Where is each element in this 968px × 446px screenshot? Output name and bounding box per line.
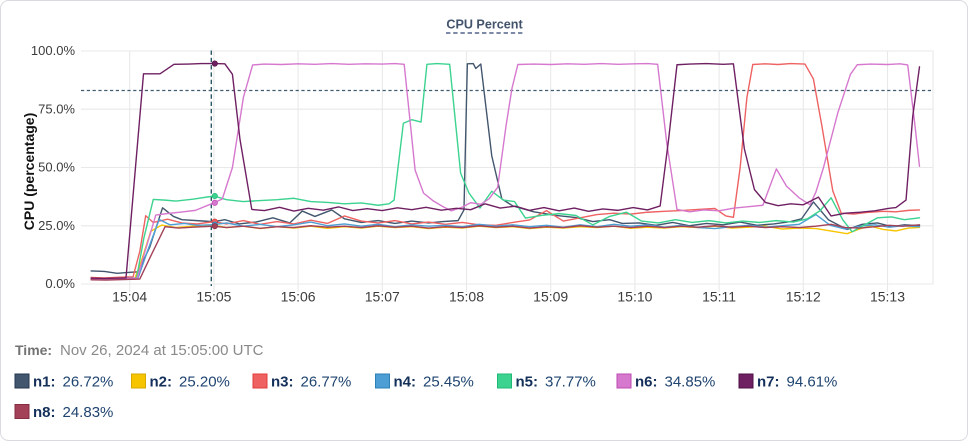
- svg-text:Nov 26, 2024 at 15:05:00 UTC: Nov 26, 2024 at 15:05:00 UTC: [60, 342, 264, 359]
- svg-text:15:07: 15:07: [365, 289, 400, 305]
- svg-text:26.72%: 26.72%: [63, 374, 114, 391]
- svg-text:n1:: n1:: [33, 374, 56, 391]
- svg-text:15:11: 15:11: [702, 289, 736, 305]
- svg-text:15:12: 15:12: [786, 289, 821, 305]
- svg-text:24.83%: 24.83%: [63, 404, 114, 421]
- svg-text:100.0%: 100.0%: [31, 43, 76, 58]
- svg-text:15:09: 15:09: [533, 289, 568, 305]
- svg-text:75.0%: 75.0%: [38, 102, 75, 117]
- svg-text:n3:: n3:: [271, 374, 294, 391]
- svg-text:n8:: n8:: [33, 404, 56, 421]
- svg-text:15:13: 15:13: [870, 289, 905, 305]
- svg-text:37.77%: 37.77%: [545, 374, 596, 391]
- svg-text:n5:: n5:: [516, 374, 539, 391]
- svg-text:25.45%: 25.45%: [423, 374, 474, 391]
- svg-text:n4:: n4:: [394, 374, 417, 391]
- svg-text:15:04: 15:04: [112, 289, 147, 305]
- svg-text:CPU (percentage): CPU (percentage): [21, 113, 37, 230]
- svg-text:25.0%: 25.0%: [38, 218, 75, 233]
- svg-text:15:06: 15:06: [281, 289, 316, 305]
- svg-text:26.77%: 26.77%: [301, 374, 352, 391]
- svg-text:15:05: 15:05: [196, 289, 231, 305]
- svg-text:Time:: Time:: [15, 342, 52, 358]
- svg-text:15:10: 15:10: [617, 289, 652, 305]
- svg-text:n2:: n2:: [150, 374, 173, 391]
- svg-text:50.0%: 50.0%: [38, 160, 75, 175]
- svg-text:94.61%: 94.61%: [787, 374, 838, 391]
- svg-text:34.85%: 34.85%: [665, 374, 716, 391]
- svg-text:0.0%: 0.0%: [45, 276, 75, 291]
- svg-text:CPU Percent: CPU Percent: [446, 18, 523, 32]
- svg-text:n6:: n6:: [635, 374, 658, 391]
- svg-text:15:08: 15:08: [449, 289, 484, 305]
- svg-text:25.20%: 25.20%: [179, 374, 230, 391]
- svg-text:n7:: n7:: [757, 374, 780, 391]
